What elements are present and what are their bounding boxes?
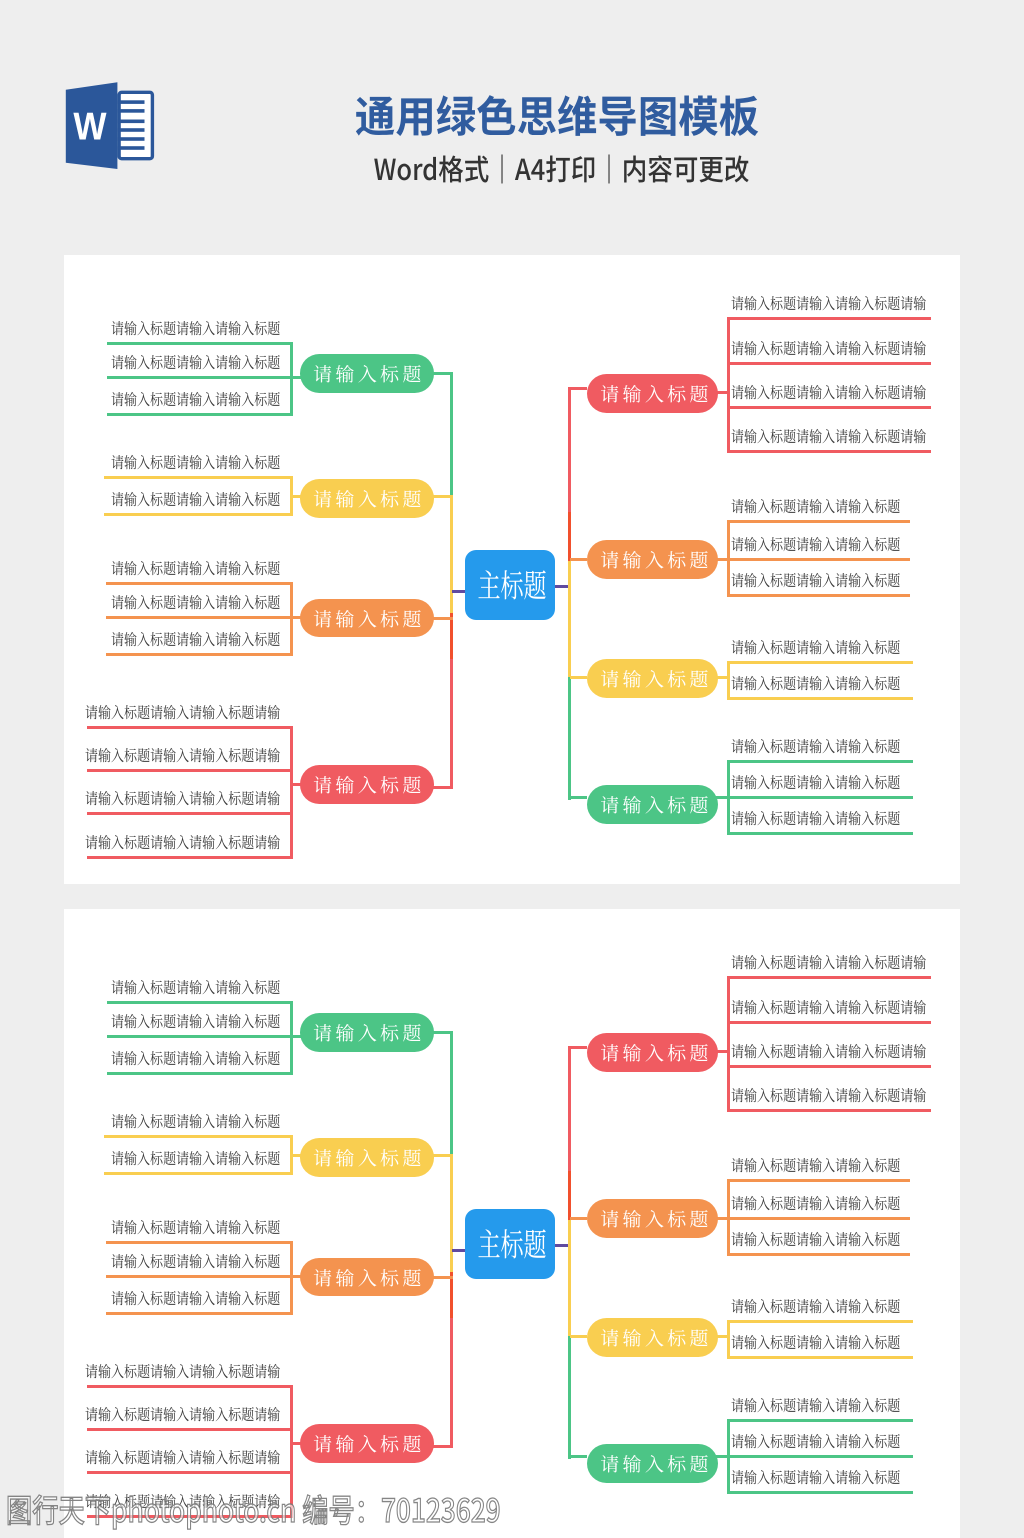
svg-text:W: W [73,104,106,148]
